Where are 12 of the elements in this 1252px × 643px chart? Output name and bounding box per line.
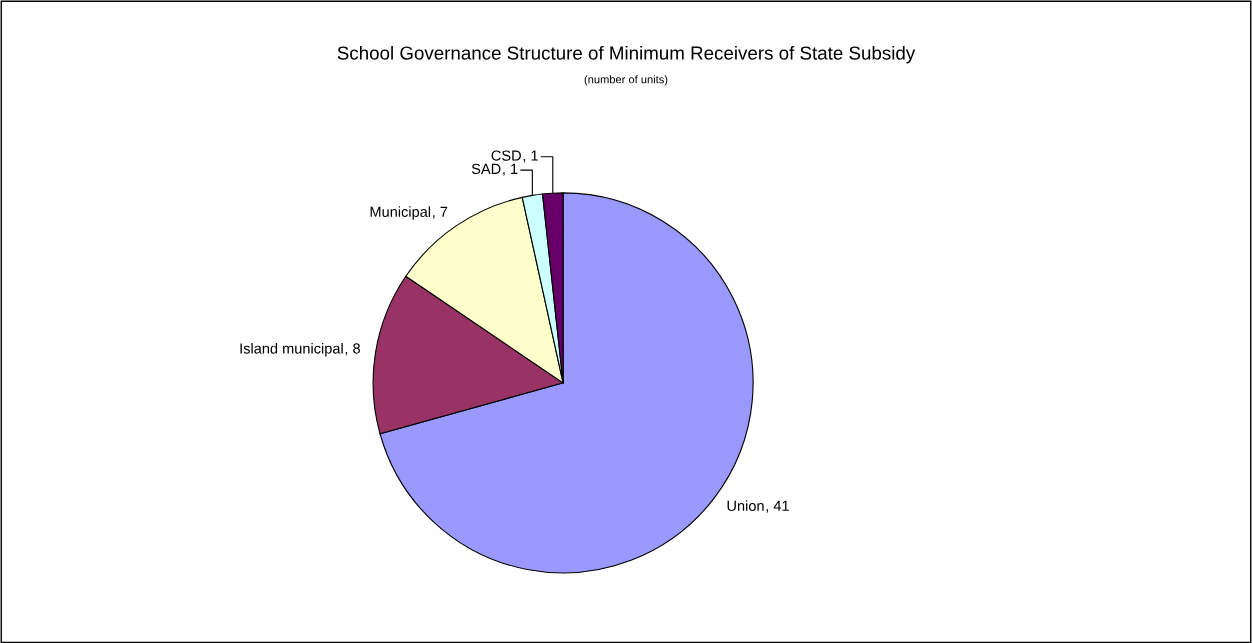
chart-subtitle: (number of units) (584, 75, 668, 86)
slice-label: Municipal (370, 206, 431, 220)
slice-label: Union (727, 500, 764, 511)
data-label: , 7 (433, 206, 448, 219)
chart-title: School Governance Structure of Minimum Receivers of State Subsidy (337, 45, 916, 64)
slice-label: Island municipal (240, 342, 343, 357)
data-label: , 1 (503, 163, 518, 176)
slice-label: SAD (471, 163, 501, 175)
data-label: , 1 (523, 150, 538, 163)
data-label: , 8 (345, 343, 360, 356)
data-label: , 41 (766, 500, 789, 513)
slice-label: CSD (491, 150, 521, 161)
